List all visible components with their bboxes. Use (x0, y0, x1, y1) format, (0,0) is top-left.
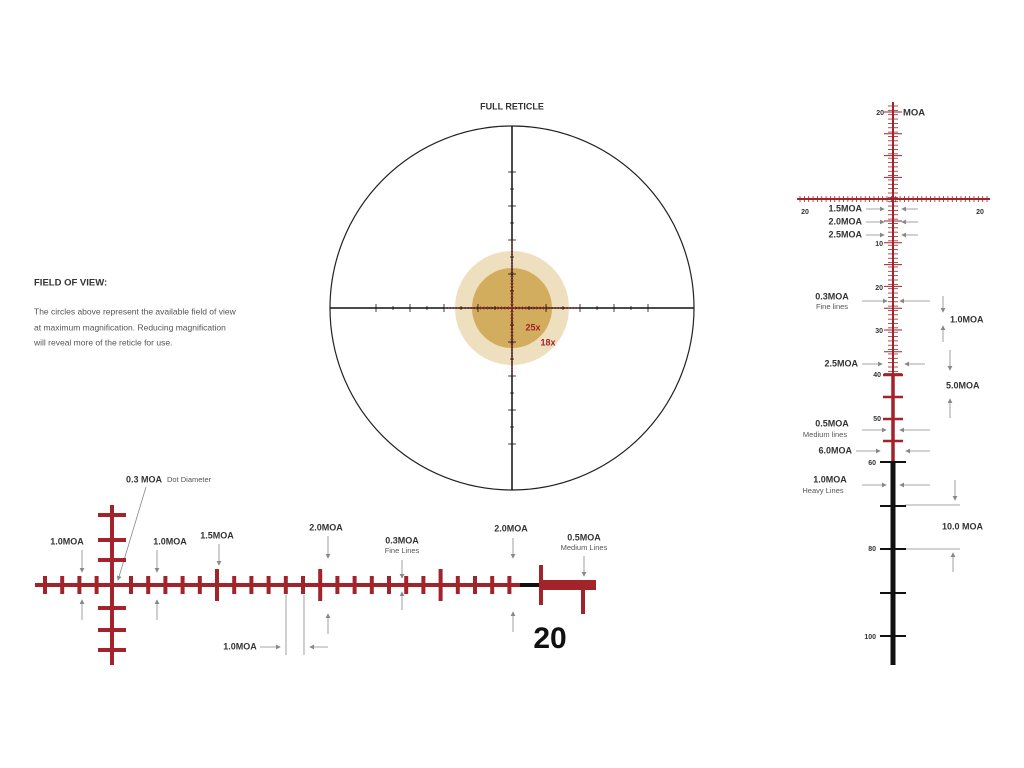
label: 0.3MOA (815, 291, 849, 301)
scale: 20 (875, 285, 883, 292)
mag-label: 25x (525, 322, 540, 332)
scale: 60 (868, 460, 876, 467)
label: 2.0MOA (309, 522, 343, 532)
title: FULL RETICLE (480, 101, 544, 111)
label: 0.5MOA (567, 532, 601, 542)
scale: 20 (976, 209, 984, 216)
note: Fine Lines (385, 546, 420, 555)
label: 5.0MOA (946, 380, 980, 390)
scale: 30 (875, 328, 883, 335)
scale: 40 (873, 372, 881, 379)
note: Medium Lines (561, 543, 608, 552)
unit: MOA (903, 108, 925, 119)
label: 1.0MOA (223, 641, 257, 651)
label: 2.5MOA (828, 229, 862, 239)
label: 2.0MOA (828, 216, 862, 226)
arrow (116, 486, 147, 581)
label: 1.0MOA (813, 474, 847, 484)
note: Heavy Lines (802, 486, 844, 495)
label: 2.0MOA (494, 523, 528, 533)
fov-text: The circles above represent the availabl… (34, 306, 237, 316)
scale: 50 (873, 416, 881, 423)
note: Medium lines (803, 430, 847, 439)
fov-text: will reveal more of the reticle for use. (33, 337, 172, 347)
mag-label: 18x (540, 337, 555, 347)
scale: 100 (864, 634, 876, 641)
note: Dot Diameter (167, 475, 212, 484)
number: 20 (533, 622, 566, 655)
fov-text: at maximum magnification. Reducing magni… (34, 322, 226, 332)
label: 1.0MOA (50, 536, 84, 546)
fov-title: FIELD OF VIEW: (34, 278, 107, 289)
horizontal-detail: 0.3 MOA Dot Diameter 1.0MOA 1.0MOA 1.5MO… (35, 474, 608, 665)
label: 1.5MOA (828, 203, 862, 213)
label: 2.5MOA (824, 358, 858, 368)
label: 1.0MOA (950, 314, 984, 324)
field-of-view: FIELD OF VIEW: The circles above represe… (33, 278, 237, 348)
label: 1.5MOA (200, 530, 234, 540)
note: Fine lines (816, 302, 848, 311)
scale: 10 (875, 241, 883, 248)
full-reticle: FULL RETICLE 25x 18x (329, 101, 695, 491)
label: 10.0 MOA (942, 521, 984, 531)
label: 1.0MOA (153, 536, 187, 546)
vertical-detail: 20 MOA 20 20 10 20 30 40 50 60 80 100 1.… (797, 102, 990, 665)
scale: 20 (801, 209, 809, 216)
label: 0.3MOA (385, 535, 419, 545)
label: 0.3 MOA (126, 474, 163, 484)
label: 6.0MOA (818, 445, 852, 455)
scale: 80 (868, 546, 876, 553)
label: 0.5MOA (815, 418, 849, 428)
scale: 20 (876, 110, 884, 117)
h-post (541, 580, 596, 590)
